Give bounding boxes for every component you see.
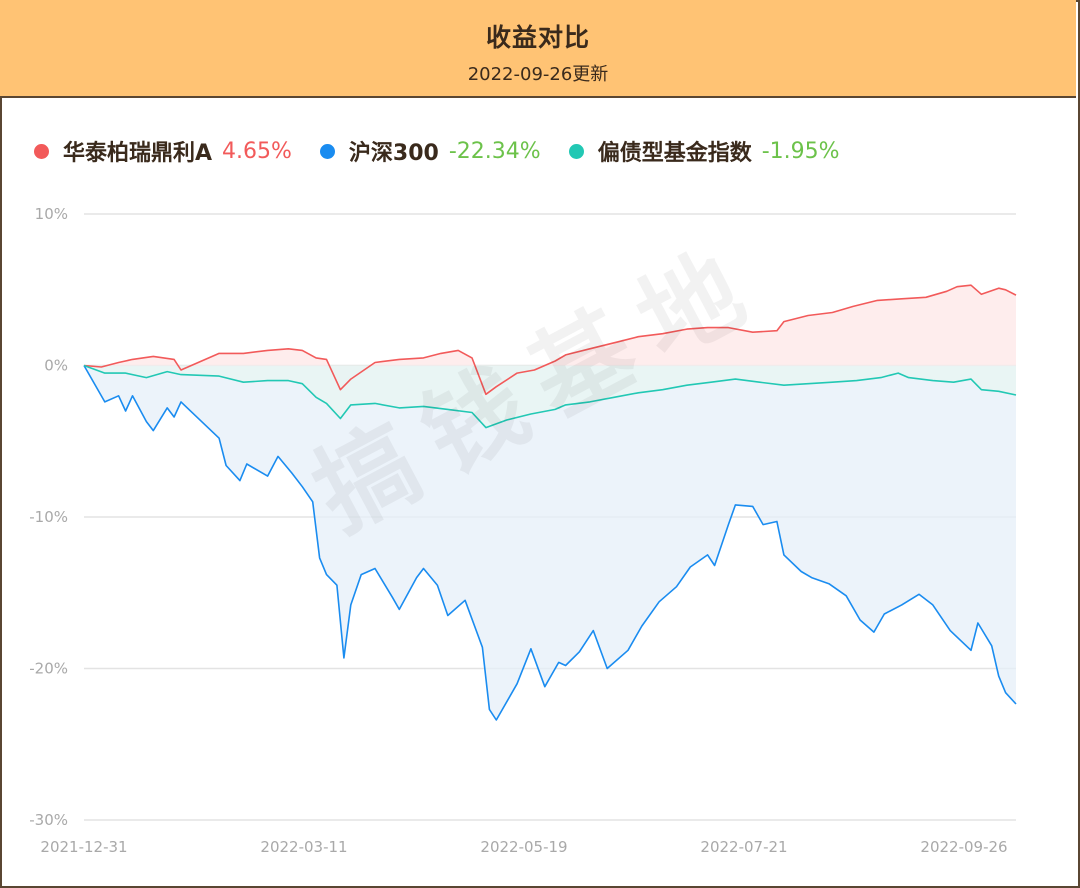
y-tick-label: -30% (29, 811, 68, 829)
y-tick-label: -20% (29, 660, 68, 678)
legend: 华泰柏瑞鼎利A 4.65% 沪深300 -22.34% 偏债型基金指数 -1.9… (34, 134, 868, 168)
legend-item-bond-index[interactable]: 偏债型基金指数 -1.95% (568, 135, 840, 167)
legend-value-bond-index: -1.95% (761, 138, 840, 164)
y-tick-label: 0% (44, 357, 68, 375)
legend-label-csi300: 沪深300 (348, 141, 439, 166)
series-area-csi300 (84, 365, 1016, 720)
legend-item-csi300[interactable]: 沪深300 -22.34% (319, 135, 541, 167)
series-line-fund[interactable] (83, 284, 1017, 396)
legend-dot-bond-index (568, 143, 584, 159)
x-tick-label: 2022-09-26 (920, 838, 1007, 856)
legend-label-bond-index: 偏债型基金指数 (597, 141, 752, 166)
legend-dot-fund (34, 143, 49, 159)
chart-title: 收益对比 (485, 23, 590, 52)
series-line-csi300[interactable] (83, 365, 1017, 721)
legend-value-csi300: -22.34% (448, 138, 541, 164)
chart-header: 收益对比 2022-09-26更新 (0, 0, 1076, 98)
y-tick-label: 10% (35, 205, 68, 223)
x-tick-label: 2022-05-19 (480, 838, 567, 856)
x-tick-label: 2022-03-11 (260, 838, 347, 856)
legend-value-fund: 4.65% (222, 138, 292, 164)
y-tick-label: -10% (29, 508, 68, 526)
x-tick-label: 2021-12-31 (40, 838, 127, 856)
legend-dot-csi300 (319, 143, 335, 159)
update-date: 2022-09-26更新 (467, 64, 609, 85)
series-line-bond-index[interactable] (83, 364, 1017, 429)
series-area-bond-index (84, 365, 1016, 428)
legend-label-fund: 华泰柏瑞鼎利A (63, 141, 213, 166)
legend-item-fund[interactable]: 华泰柏瑞鼎利A 4.65% (34, 135, 292, 167)
series-lines (83, 284, 1017, 721)
x-tick-label: 2022-07-21 (700, 838, 787, 856)
series-area-fund (84, 285, 1016, 395)
area-fills (84, 285, 1016, 720)
